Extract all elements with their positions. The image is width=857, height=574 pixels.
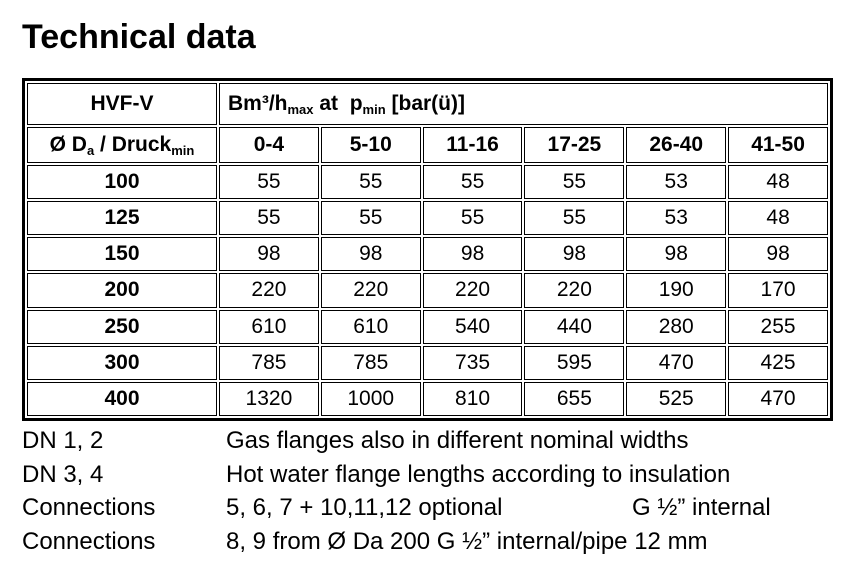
data-table: HVF-V Bm³/hmax at pmin [bar(ü)] Ø Da / Dru… xyxy=(22,78,833,421)
table-cell: 400 xyxy=(27,381,217,416)
table-cell: 425 xyxy=(728,345,828,380)
table-cell: 735 xyxy=(422,345,523,380)
table-cell: 55 xyxy=(219,165,319,200)
table-row: 200 220 220 220 220 190 170 xyxy=(27,273,828,308)
header-text: HVF-V xyxy=(90,92,154,115)
header-row: Ø Da / Druckmin 0-4 5-10 11-16 17-25 26-40 41-… xyxy=(27,127,828,163)
table-cell: 1320 xyxy=(219,381,319,416)
table-row: 300 785 785 735 595 470 425 xyxy=(27,345,828,380)
table-cell: 55 xyxy=(320,165,421,200)
table-cell: 98 xyxy=(219,237,319,272)
note-label: Connections xyxy=(22,527,156,555)
table-cell: 220 xyxy=(524,273,625,308)
header-cell: 17-25 xyxy=(524,127,625,163)
table-cell: 150 xyxy=(27,237,217,272)
table-cell: 470 xyxy=(626,345,727,380)
note-text: 8, 9 from Ø Da 200 G ½” internal/pipe 12… xyxy=(226,527,708,555)
header-text: at p xyxy=(313,91,363,115)
table-cell: 525 xyxy=(626,381,727,416)
header-row: HVF-V Bm³/hmax at pmin [bar(ü)] xyxy=(27,83,828,125)
table-row: 125 55 55 55 55 53 48 xyxy=(27,201,828,236)
table-cell: 98 xyxy=(320,237,421,272)
header-text: min xyxy=(362,101,386,117)
table-cell: 55 xyxy=(320,201,421,236)
note-extra: G ½” internal xyxy=(632,494,771,521)
table-row: 400 1320 1000 810 655 525 470 xyxy=(27,381,828,416)
header-text: a xyxy=(86,142,95,158)
table-cell: 100 xyxy=(27,165,217,200)
title: Technical data xyxy=(22,18,256,56)
table-cell: 170 xyxy=(728,273,828,308)
table-cell: 125 xyxy=(27,201,217,236)
header-cell: 11-16 xyxy=(422,127,523,163)
table-cell: 53 xyxy=(626,201,727,236)
header-cell: Ø Da / Druckmin xyxy=(27,127,217,163)
table-row: 150 98 98 98 98 98 98 xyxy=(27,237,828,272)
table-cell: 470 xyxy=(728,381,828,416)
table-cell: 300 xyxy=(27,345,217,380)
table-cell: 55 xyxy=(219,201,319,236)
table-cell: 98 xyxy=(728,237,828,272)
note-text: Gas flanges also in different nominal wi… xyxy=(226,427,689,454)
table-cell: 55 xyxy=(422,165,523,200)
table-cell: 440 xyxy=(524,309,625,344)
table-cell: 610 xyxy=(219,309,319,344)
table-row: 100 55 55 55 55 53 48 xyxy=(27,165,828,200)
table-cell: 810 xyxy=(422,381,523,416)
table-cell: 55 xyxy=(524,165,625,200)
header-cell: 0-4 xyxy=(219,127,319,163)
header-cell: HVF-V xyxy=(27,83,217,125)
note-label: DN 3, 4 xyxy=(22,460,104,488)
note-text: 5, 6, 7 + 10,11,12 optional xyxy=(226,494,503,521)
table-cell: 190 xyxy=(626,273,727,308)
table-cell: 610 xyxy=(320,309,421,344)
table-cell: 98 xyxy=(422,237,523,272)
table-cell: 1000 xyxy=(320,381,421,416)
table-cell: 540 xyxy=(422,309,523,344)
table-cell: 48 xyxy=(728,201,828,236)
table-cell: 55 xyxy=(524,201,625,236)
table-cell: 55 xyxy=(422,201,523,236)
table-cell: 250 xyxy=(27,309,217,344)
table-cell: 220 xyxy=(320,273,421,308)
note-label: DN 1, 2 xyxy=(22,427,104,454)
table-cell: 220 xyxy=(219,273,319,308)
header-cell: Bm³/hmax at pmin [bar(ü)] xyxy=(219,83,828,125)
header-cell: 26-40 xyxy=(626,127,727,163)
note-label: Connections xyxy=(22,494,156,521)
table-cell: 280 xyxy=(626,309,727,344)
header-text: Ø D xyxy=(49,132,87,156)
header-text: [bar(ü)] xyxy=(385,91,466,115)
table-cell: 53 xyxy=(626,165,727,200)
table-cell: 98 xyxy=(524,237,625,272)
table-cell: 785 xyxy=(219,345,319,380)
table-cell: 48 xyxy=(728,165,828,200)
table-cell: 255 xyxy=(728,309,828,344)
table-cell: 595 xyxy=(524,345,625,380)
table-cell: 655 xyxy=(524,381,625,416)
header-text: min xyxy=(171,142,195,158)
note-text: Hot water flange lengths according to in… xyxy=(226,460,731,488)
table-cell: 220 xyxy=(422,273,523,308)
header-text: / Druck xyxy=(94,132,172,156)
table-row: 250 610 610 540 440 280 255 xyxy=(27,309,828,344)
table-cell: 785 xyxy=(320,345,421,380)
header-text: max xyxy=(287,101,314,117)
table-cell: 98 xyxy=(626,237,727,272)
header-text: Bm³/h xyxy=(228,91,288,115)
header-cell: 5-10 xyxy=(320,127,421,163)
header-cell: 41-50 xyxy=(728,127,828,163)
table-cell: 200 xyxy=(27,273,217,308)
